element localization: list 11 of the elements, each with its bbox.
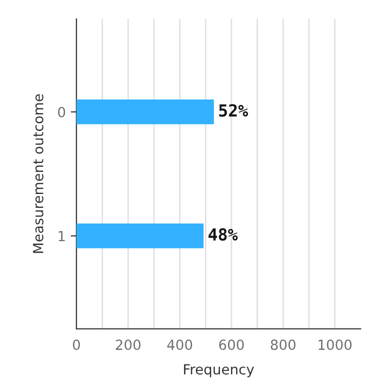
x-axis-title: Frequency — [184, 364, 254, 378]
x-tick-label: 400 — [167, 340, 192, 350]
annotation: 52% — [219, 104, 248, 117]
x-tick-label: 600 — [219, 340, 244, 350]
x-tick-label: 200 — [116, 340, 140, 350]
annotation: 48% — [208, 228, 238, 241]
y-tick-label: 1 — [58, 231, 65, 242]
y-axis-title: Measurement outcome — [33, 94, 44, 253]
x-tick-label: 800 — [270, 340, 296, 350]
x-tick-label: 1000 — [318, 340, 352, 350]
x-tick-label: 0 — [72, 340, 80, 350]
